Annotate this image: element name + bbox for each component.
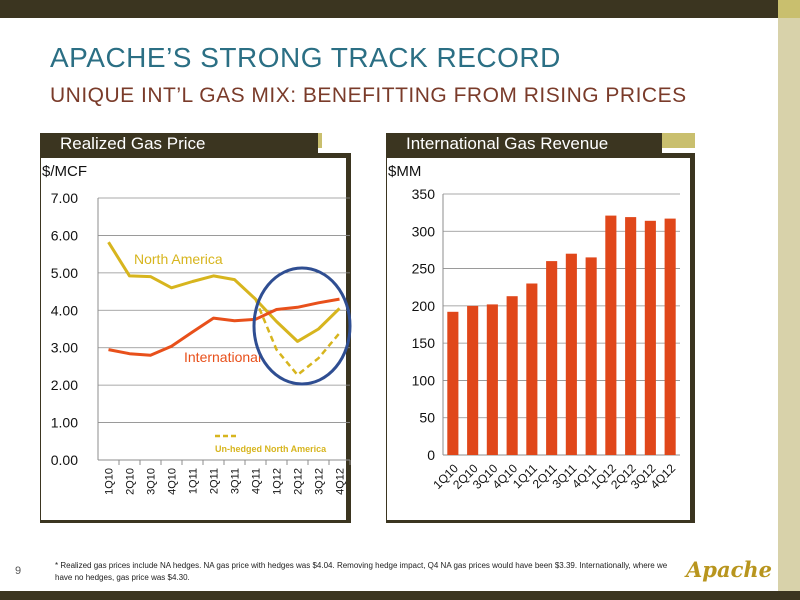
price-x-tick: 3Q10	[146, 468, 158, 495]
price-x-tick: 1Q11	[188, 468, 200, 494]
price-x-tick: 4Q12	[335, 468, 347, 495]
right-strip	[778, 18, 800, 600]
price-x-tick: 3Q12	[314, 468, 326, 495]
bottom-bar	[0, 591, 800, 600]
price-y-tick: 3.00	[51, 340, 78, 356]
footnote: * Realized gas prices include NA hedges.…	[55, 561, 668, 582]
north-america-annotation: North America	[134, 251, 223, 267]
revenue-bar	[625, 217, 637, 455]
slide-subtitle: UNIQUE INT’L GAS MIX: BENEFITTING FROM R…	[50, 84, 687, 107]
revenue-bar	[605, 215, 617, 455]
revenue-bar	[506, 296, 518, 455]
price-x-tick: 3Q11	[230, 468, 242, 494]
series-line-international	[108, 297, 340, 357]
revenue-bar	[447, 311, 459, 455]
revenue-bar	[585, 257, 597, 455]
revenue-y-tick: 50	[419, 410, 435, 426]
revenue-bar	[467, 305, 479, 455]
revenue-bar	[664, 218, 676, 455]
revenue-y-tick: 350	[412, 186, 436, 202]
revenue-bar	[565, 253, 577, 455]
price-x-tick: 4Q10	[167, 468, 179, 495]
price-y-tick: 2.00	[51, 377, 78, 393]
price-x-tick: 2Q10	[125, 468, 137, 495]
price-y-tick: 7.00	[51, 190, 78, 206]
page-number: 9	[15, 565, 22, 577]
revenue-y-tick: 0	[427, 447, 435, 463]
series-line-un-hedged-north-america	[254, 298, 341, 377]
price-x-tick: 2Q11	[209, 468, 221, 494]
revenue-y-tick: 300	[412, 223, 436, 239]
revenue-y-unit: $MM	[388, 163, 422, 180]
price-x-tick: 2Q12	[293, 468, 305, 495]
revenue-bar	[486, 304, 498, 455]
apache-logo: Apache	[686, 557, 772, 582]
revenue-panel-body	[387, 158, 690, 520]
price-y-unit: $/MCF	[42, 163, 87, 180]
price-x-tick: 1Q12	[272, 468, 284, 495]
revenue-bar	[644, 220, 656, 455]
series-line-north-america	[107, 241, 341, 343]
price-y-tick: 4.00	[51, 302, 78, 318]
revenue-panel-header-accent	[660, 133, 695, 148]
revenue-y-tick: 150	[412, 335, 436, 351]
revenue-bar	[546, 261, 558, 455]
revenue-bar	[526, 283, 538, 455]
price-y-tick: 5.00	[51, 265, 78, 281]
top-bar	[0, 0, 800, 18]
legend-label: Un-hedged North America	[215, 444, 327, 454]
international-annotation: International	[184, 349, 261, 365]
revenue-y-tick: 250	[412, 261, 436, 277]
highlight-circle	[252, 266, 352, 386]
revenue-y-tick: 100	[412, 372, 436, 388]
price-y-tick: 0.00	[51, 452, 78, 468]
price-y-tick: 6.00	[51, 227, 78, 243]
revenue-panel-header: International Gas Revenue	[386, 133, 662, 155]
price-x-tick: 1Q10	[104, 468, 116, 495]
price-y-tick: 1.00	[51, 415, 78, 431]
slide-title: APACHE’S STRONG TRACK RECORD	[50, 42, 561, 73]
price-x-tick: 4Q11	[251, 468, 263, 494]
price-panel-header: Realized Gas Price	[40, 133, 318, 155]
revenue-y-tick: 200	[412, 298, 436, 314]
